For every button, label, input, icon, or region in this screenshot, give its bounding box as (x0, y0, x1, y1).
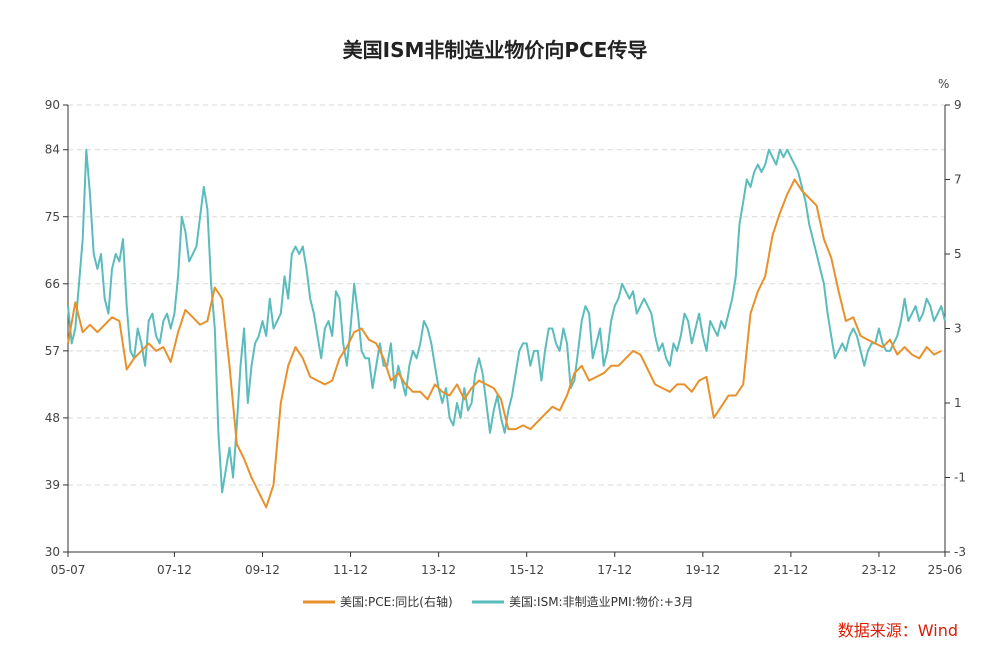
left-tick-label: 30 (45, 545, 60, 559)
legend-label-pmi: 美国:ISM:非制造业PMI:物价:+3月 (509, 595, 694, 609)
chart-title: 美国ISM非制造业物价向PCE传导 (342, 38, 648, 62)
right-tick-label: 7 (954, 173, 962, 187)
left-tick-label: 66 (45, 277, 60, 291)
x-tick-label: 11-12 (333, 563, 368, 577)
left-tick-label: 57 (45, 344, 60, 358)
axes (63, 104, 950, 557)
right-axis-unit: % (938, 77, 949, 91)
x-tick-label: 05-07 (51, 563, 86, 577)
right-tick-label: -1 (954, 471, 966, 485)
left-tick-label: 84 (45, 143, 60, 157)
left-tick-label: 90 (45, 98, 60, 112)
left-tick-label: 39 (45, 478, 60, 492)
pce-line (67, 178, 942, 509)
right-tick-label: 1 (954, 396, 962, 410)
grid-lines (68, 104, 945, 486)
left-tick-label: 75 (45, 210, 60, 224)
left-tick-label: 48 (45, 411, 60, 425)
x-tick-label: 09-12 (245, 563, 280, 577)
right-tick-label: -3 (954, 545, 966, 559)
x-tick-label: 19-12 (685, 563, 720, 577)
legend-label-pce: 美国:PCE:同比(右轴) (340, 594, 453, 609)
legend: 美国:PCE:同比(右轴) 美国:ISM:非制造业PMI:物价:+3月 (303, 594, 694, 609)
series-lines (67, 148, 946, 509)
x-tick-label: 21-12 (773, 563, 808, 577)
right-tick-label: 9 (954, 98, 962, 112)
x-tick-label: 17-12 (597, 563, 632, 577)
right-tick-label: 3 (954, 322, 962, 336)
x-tick-label: 13-12 (421, 563, 456, 577)
x-tick-label: 25-06 (928, 563, 963, 577)
right-tick-label: 5 (954, 247, 962, 261)
source-note: 数据来源：Wind (837, 621, 958, 640)
x-tick-label: 15-12 (509, 563, 544, 577)
x-tick-label: 07-12 (157, 563, 192, 577)
x-tick-label: 23-12 (862, 563, 897, 577)
